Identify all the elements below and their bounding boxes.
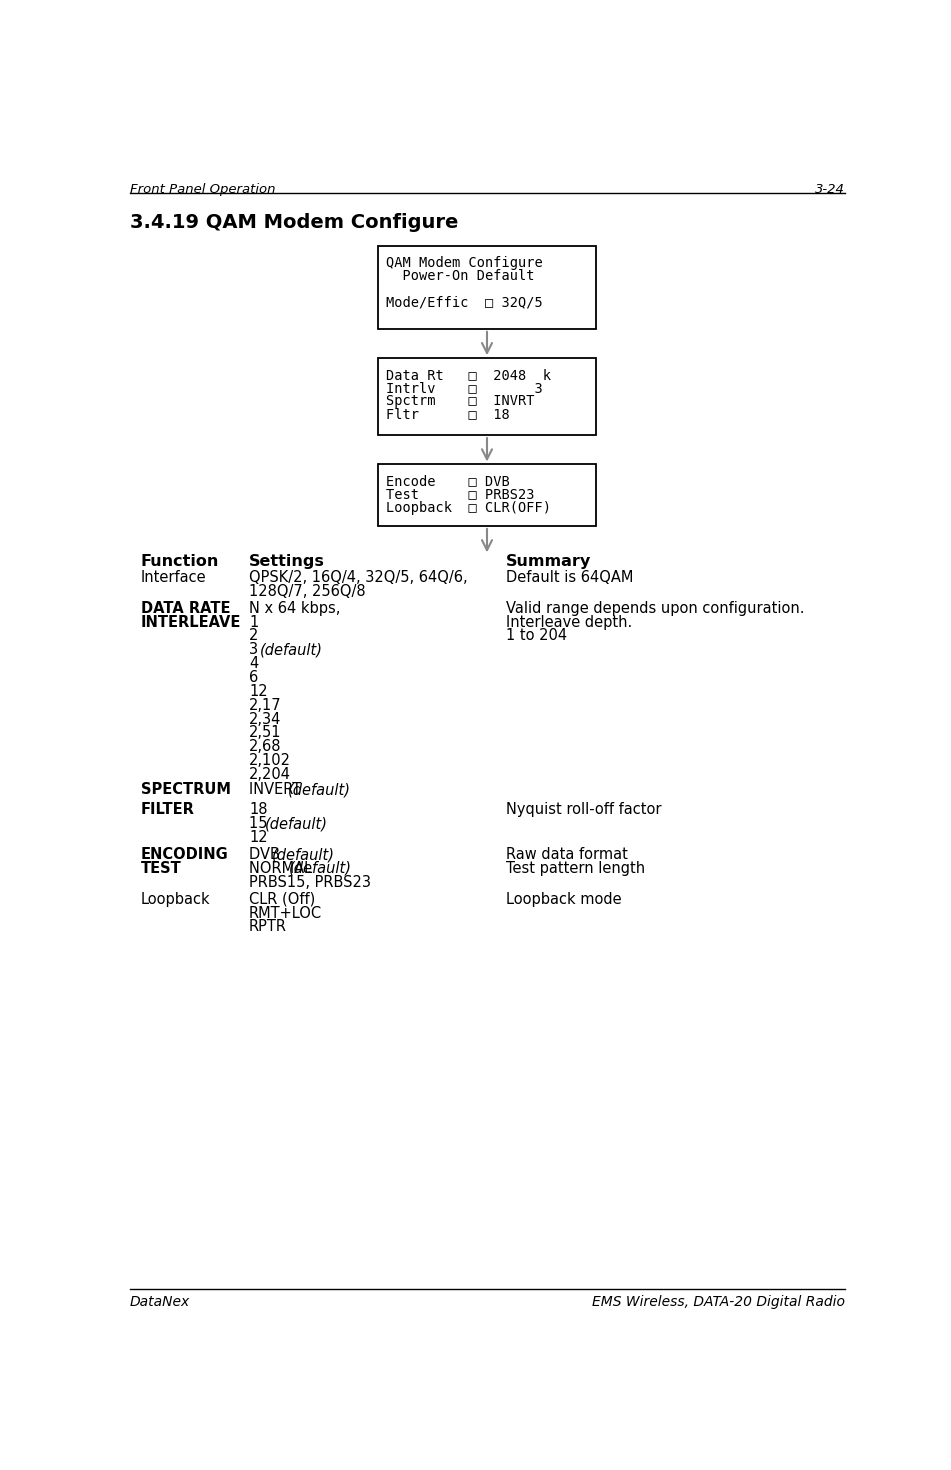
- Text: Nyquist roll-off factor: Nyquist roll-off factor: [506, 803, 662, 817]
- Text: 12: 12: [249, 684, 267, 698]
- Text: 6: 6: [249, 670, 259, 685]
- Text: 2,204: 2,204: [249, 767, 291, 782]
- Text: 3.4.19 QAM Modem Configure: 3.4.19 QAM Modem Configure: [129, 213, 458, 232]
- Text: Spctrm    □  INVRT: Spctrm □ INVRT: [386, 394, 534, 409]
- Text: INTERLEAVE: INTERLEAVE: [141, 614, 241, 629]
- Text: Settings: Settings: [249, 554, 325, 569]
- Text: Interleave depth.: Interleave depth.: [506, 614, 632, 629]
- Text: Summary: Summary: [506, 554, 592, 569]
- Text: SPECTRUM: SPECTRUM: [141, 782, 230, 797]
- Text: Loopback  □ CLR(OFF): Loopback □ CLR(OFF): [386, 501, 552, 514]
- Text: RMT+LOC: RMT+LOC: [249, 906, 322, 920]
- Text: Interface: Interface: [141, 570, 206, 585]
- Text: 4: 4: [249, 656, 259, 672]
- Text: RPTR: RPTR: [249, 919, 287, 935]
- Text: 1 to 204: 1 to 204: [506, 628, 568, 644]
- Text: 3: 3: [249, 642, 262, 657]
- Text: Test pattern length: Test pattern length: [506, 861, 646, 876]
- Text: 2: 2: [249, 628, 259, 644]
- Text: 2,51: 2,51: [249, 725, 281, 741]
- Text: (default): (default): [289, 861, 353, 876]
- Text: DataNex: DataNex: [129, 1295, 190, 1310]
- Text: Intrlv    □       3: Intrlv □ 3: [386, 381, 543, 395]
- Text: 12: 12: [249, 831, 267, 845]
- Text: Function: Function: [141, 554, 219, 569]
- Text: (default): (default): [272, 847, 336, 861]
- Text: Loopback: Loopback: [141, 892, 210, 907]
- Text: EMS Wireless, DATA-20 Digital Radio: EMS Wireless, DATA-20 Digital Radio: [592, 1295, 845, 1310]
- Text: INVERT: INVERT: [249, 782, 306, 797]
- FancyBboxPatch shape: [378, 245, 595, 329]
- Text: Front Panel Operation: Front Panel Operation: [129, 182, 275, 196]
- Text: Data Rt   □  2048  k: Data Rt □ 2048 k: [386, 368, 552, 382]
- Text: 2,17: 2,17: [249, 698, 281, 713]
- Text: Raw data format: Raw data format: [506, 847, 629, 861]
- Text: CLR (Off): CLR (Off): [249, 892, 316, 907]
- FancyBboxPatch shape: [378, 359, 595, 435]
- Text: 2,68: 2,68: [249, 739, 281, 754]
- Text: PRBS15, PRBS23: PRBS15, PRBS23: [249, 875, 371, 889]
- Text: DATA RATE: DATA RATE: [141, 601, 230, 616]
- Text: FILTER: FILTER: [141, 803, 194, 817]
- Text: Loopback mode: Loopback mode: [506, 892, 622, 907]
- Text: DVB: DVB: [249, 847, 284, 861]
- Text: Test      □ PRBS23: Test □ PRBS23: [386, 488, 534, 501]
- Text: Default is 64QAM: Default is 64QAM: [506, 570, 633, 585]
- Text: Power-On Default: Power-On Default: [386, 269, 534, 282]
- Text: 2,102: 2,102: [249, 753, 291, 769]
- Text: Mode/Effic  □ 32Q/5: Mode/Effic □ 32Q/5: [386, 295, 543, 309]
- Text: 18: 18: [249, 803, 267, 817]
- FancyBboxPatch shape: [378, 465, 595, 526]
- Text: (default): (default): [288, 782, 351, 797]
- Text: 15: 15: [249, 816, 272, 831]
- Text: QPSK/2, 16Q/4, 32Q/5, 64Q/6,: QPSK/2, 16Q/4, 32Q/5, 64Q/6,: [249, 570, 468, 585]
- Text: TEST: TEST: [141, 861, 182, 876]
- Text: (default): (default): [260, 642, 323, 657]
- Text: QAM Modem Configure: QAM Modem Configure: [386, 256, 543, 269]
- Text: Valid range depends upon configuration.: Valid range depends upon configuration.: [506, 601, 805, 616]
- Text: NORMAL: NORMAL: [249, 861, 317, 876]
- Text: 128Q/7, 256Q/8: 128Q/7, 256Q/8: [249, 584, 366, 598]
- Text: 3-24: 3-24: [815, 182, 845, 196]
- Text: 2,34: 2,34: [249, 711, 281, 726]
- Text: N x 64 kbps,: N x 64 kbps,: [249, 601, 340, 616]
- Text: ENCODING: ENCODING: [141, 847, 228, 861]
- Text: Fltr      □  18: Fltr □ 18: [386, 407, 510, 422]
- Text: Encode    □ DVB: Encode □ DVB: [386, 475, 510, 488]
- Text: (default): (default): [264, 816, 327, 831]
- Text: 1: 1: [249, 614, 259, 629]
